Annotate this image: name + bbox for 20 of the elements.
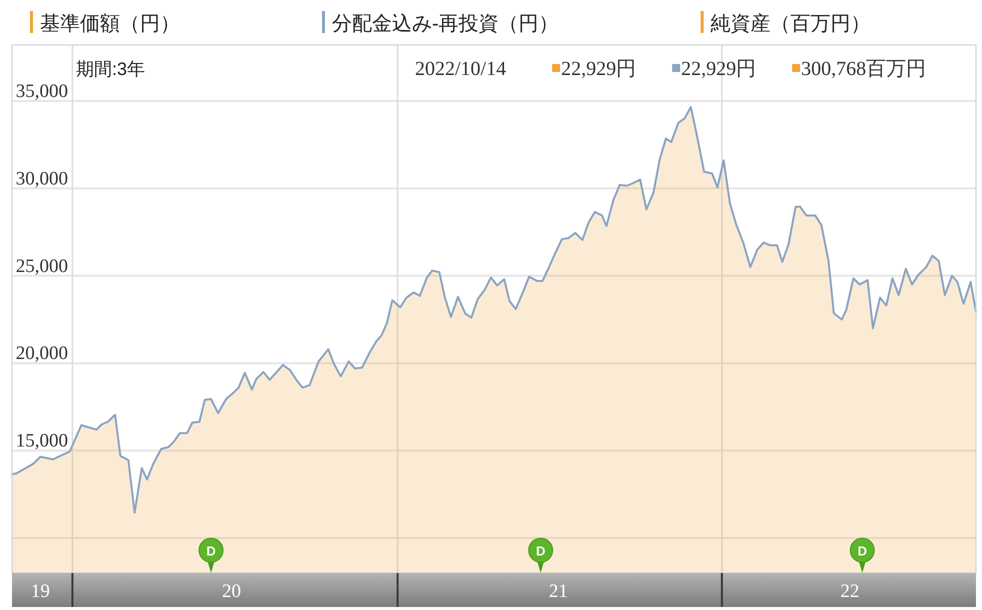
x-tick-label: 21: [548, 581, 568, 602]
y-tick-label: 30,000: [16, 168, 68, 190]
annotation: 22,929円: [681, 58, 756, 80]
x-tick-label: 22: [840, 581, 860, 602]
legend-label: 分配金込み-再投資（円）: [332, 13, 559, 35]
legend-label: 純資産（百万円）: [710, 13, 871, 35]
y-tick-label: 20,000: [16, 343, 68, 364]
x-tick-label: 19: [30, 581, 50, 602]
annotation: D: [536, 543, 546, 558]
annotation: 300,768百万円: [801, 58, 926, 80]
annotation: 期間:3年: [76, 59, 146, 79]
y-tick-label: 35,000: [16, 80, 68, 102]
annotation: 2022/10/14: [415, 58, 506, 80]
y-tick-label: 15,000: [16, 430, 68, 452]
x-tick-label: 20: [222, 581, 241, 602]
y-tick-label: 25,000: [16, 256, 68, 277]
legend-label: 基準価額（円）: [40, 13, 180, 35]
annotation: D: [858, 543, 867, 558]
annotation: D: [206, 543, 216, 558]
annotation: 22,929円: [561, 58, 636, 80]
